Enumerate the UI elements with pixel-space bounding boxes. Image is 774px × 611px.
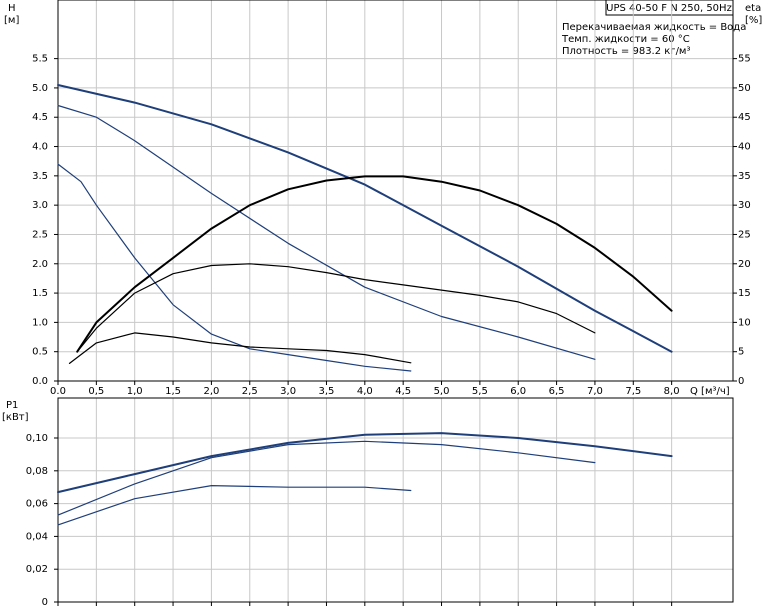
y-tick-label: 5.0 [32, 83, 48, 94]
y-tick-label: 1.0 [32, 317, 48, 328]
y2-tick-label: 45 [738, 112, 751, 123]
y-tick-label: 2.0 [32, 259, 48, 270]
plot-frame [57, 0, 734, 382]
x-tick-label: 6,5 [549, 386, 565, 397]
y-tick-label: 0,10 [26, 433, 48, 444]
curve [57, 440, 596, 516]
y-tick-label: 4.5 [32, 112, 48, 123]
y2-label: eta [745, 3, 761, 14]
y-tick-label: 0,04 [26, 531, 48, 542]
y-tick-label: 0,08 [26, 466, 48, 477]
x-tick-label: 1,5 [165, 386, 181, 397]
x-tick-label: 3,5 [319, 386, 335, 397]
y-tick-label: 0 [42, 597, 48, 608]
y2-tick-label: 5 [738, 347, 744, 358]
y-label: H [8, 3, 16, 14]
y-tick-label: 5.5 [32, 54, 48, 65]
y-tick-label: 0.5 [32, 347, 48, 358]
y2-tick-label: 30 [738, 200, 751, 211]
x-tick-label: 5,5 [472, 386, 488, 397]
model: UPS 40-50 F N 250, 50Hz [606, 3, 732, 14]
x-tick-label: 8,0 [664, 386, 680, 397]
y-tick-label: 3.5 [32, 171, 48, 182]
y2-unit: [%] [745, 15, 762, 26]
y-tick-label: 4.0 [32, 142, 48, 153]
x-tick-label: 6,0 [510, 386, 526, 397]
note: Плотность = 983.2 кг/м³ [562, 46, 691, 57]
y-tick-label: 2.5 [32, 229, 48, 240]
y2-tick-label: 25 [738, 229, 751, 240]
curve [57, 432, 673, 494]
x-tick-label: 0.0 [50, 386, 66, 397]
x-tick-label: 2,5 [242, 386, 258, 397]
curve [57, 485, 412, 526]
plot-frame [57, 397, 734, 603]
x-tick-label: 7,5 [625, 386, 641, 397]
x-tick-label: 3,0 [280, 386, 296, 397]
y-tick-label: 0.0 [32, 376, 48, 387]
y2-tick-label: 15 [738, 288, 751, 299]
x-tick-label: 7,0 [587, 386, 603, 397]
y2-tick-label: 40 [738, 142, 751, 153]
note: Перекачиваемая жидкость = Вода [562, 22, 746, 33]
y2-tick-label: 10 [738, 317, 751, 328]
curve [76, 175, 673, 353]
y-unit: [кВт] [2, 412, 29, 423]
x-tick-label: 4,5 [395, 386, 411, 397]
y2-tick-label: 50 [738, 83, 751, 94]
y2-tick-label: 35 [738, 171, 751, 182]
y2-tick-label: 0 [738, 376, 744, 387]
y-label: P1 [6, 400, 18, 411]
curve [57, 163, 412, 372]
x-tick-label: 2,0 [203, 386, 219, 397]
y-unit: [м] [4, 15, 19, 26]
x-label: Q [м³/ч] [690, 386, 730, 397]
curve [57, 104, 596, 360]
curve [68, 332, 412, 364]
y-tick-label: 3.0 [32, 200, 48, 211]
note: Темп. жидкости = 60 °C [561, 34, 690, 45]
y-tick-label: 1.5 [32, 288, 48, 299]
y2-tick-label: 55 [738, 54, 751, 65]
y-tick-label: 0,06 [26, 499, 48, 510]
x-tick-label: 4,0 [357, 386, 373, 397]
y-tick-label: 0,02 [26, 564, 48, 575]
curve [76, 263, 596, 353]
x-tick-label: 1,0 [127, 386, 143, 397]
y2-tick-label: 20 [738, 259, 751, 270]
curve [57, 84, 673, 353]
x-tick-label: 0,5 [88, 386, 104, 397]
x-tick-label: 5,0 [434, 386, 450, 397]
